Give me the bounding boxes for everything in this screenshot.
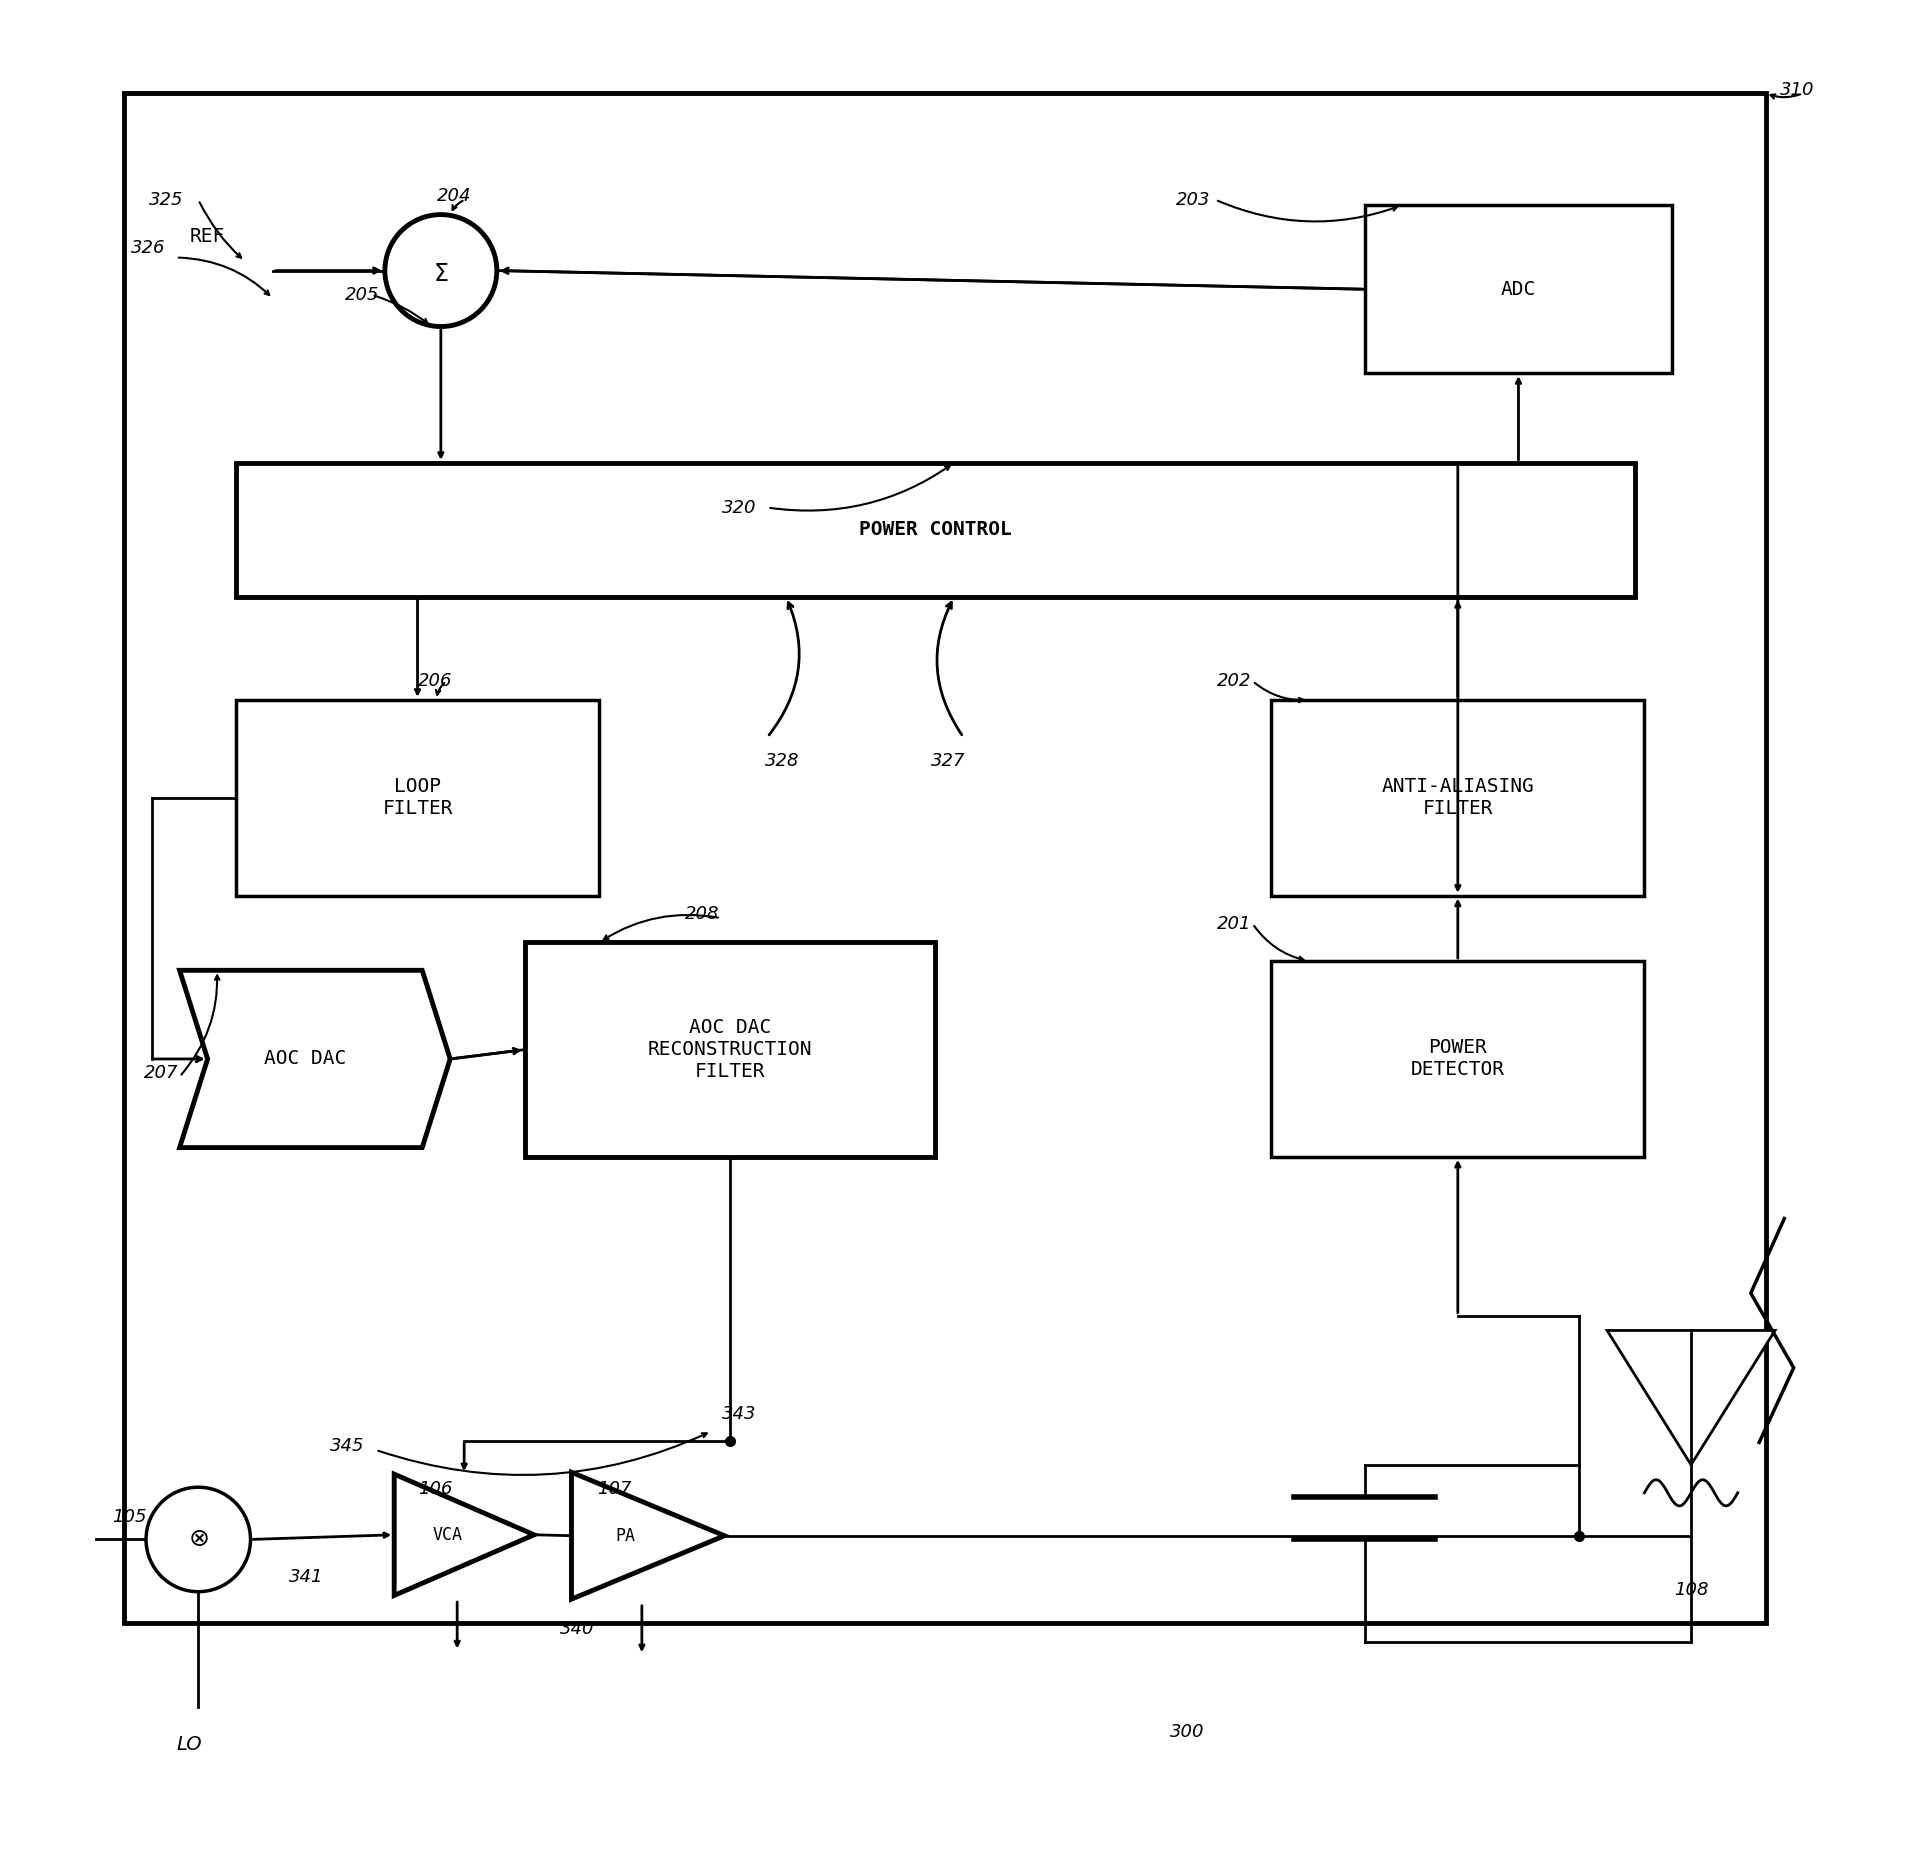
Text: 327: 327 [931,752,965,771]
Circle shape [385,215,496,327]
Text: VCA: VCA [433,1526,461,1543]
Text: 320: 320 [721,498,757,517]
Text: LOOP
FILTER: LOOP FILTER [381,778,452,817]
Polygon shape [395,1474,534,1595]
Text: 310: 310 [1779,80,1814,99]
Text: 326: 326 [130,239,166,258]
Text: 202: 202 [1217,672,1251,690]
Bar [124,93,1764,1623]
Text: 204: 204 [437,187,471,205]
Text: 203: 203 [1175,190,1209,209]
Text: POWER CONTROL: POWER CONTROL [858,521,1011,539]
Text: 345: 345 [330,1437,364,1455]
Text: 205: 205 [345,285,379,304]
Text: 208: 208 [685,905,719,924]
Polygon shape [572,1472,725,1599]
Circle shape [147,1487,250,1592]
Text: 106: 106 [418,1480,452,1498]
Text: $\Sigma$: $\Sigma$ [433,263,448,285]
Text: ANTI-ALIASING
FILTER: ANTI-ALIASING FILTER [1381,778,1533,817]
Text: LO: LO [175,1735,202,1754]
Text: 341: 341 [290,1567,324,1586]
Text: POWER
DETECTOR: POWER DETECTOR [1409,1039,1505,1079]
Text: AOC DAC
RECONSTRUCTION
FILTER: AOC DAC RECONSTRUCTION FILTER [648,1019,812,1080]
Text: 325: 325 [149,190,183,209]
Text: 105: 105 [113,1508,147,1526]
Text: $\otimes$: $\otimes$ [187,1528,208,1551]
Text: REF: REF [191,228,225,246]
Bar [235,463,1634,597]
Polygon shape [179,970,450,1148]
Text: 328: 328 [765,752,799,771]
Text: 340: 340 [559,1620,593,1638]
Bar [235,700,599,896]
Text: 108: 108 [1672,1581,1707,1599]
Text: 300: 300 [1169,1722,1203,1741]
Text: 206: 206 [418,672,452,690]
Polygon shape [1606,1330,1774,1465]
Text: 201: 201 [1217,914,1251,933]
Text: ADC: ADC [1501,280,1535,299]
Bar [1270,700,1644,896]
Bar [524,942,934,1157]
Bar [1364,205,1672,373]
Text: 107: 107 [597,1480,631,1498]
Text: AOC DAC: AOC DAC [265,1049,347,1069]
Text: 343: 343 [721,1405,757,1424]
Text: 207: 207 [143,1064,177,1082]
Text: PA: PA [614,1526,635,1545]
Bar [1270,961,1644,1157]
